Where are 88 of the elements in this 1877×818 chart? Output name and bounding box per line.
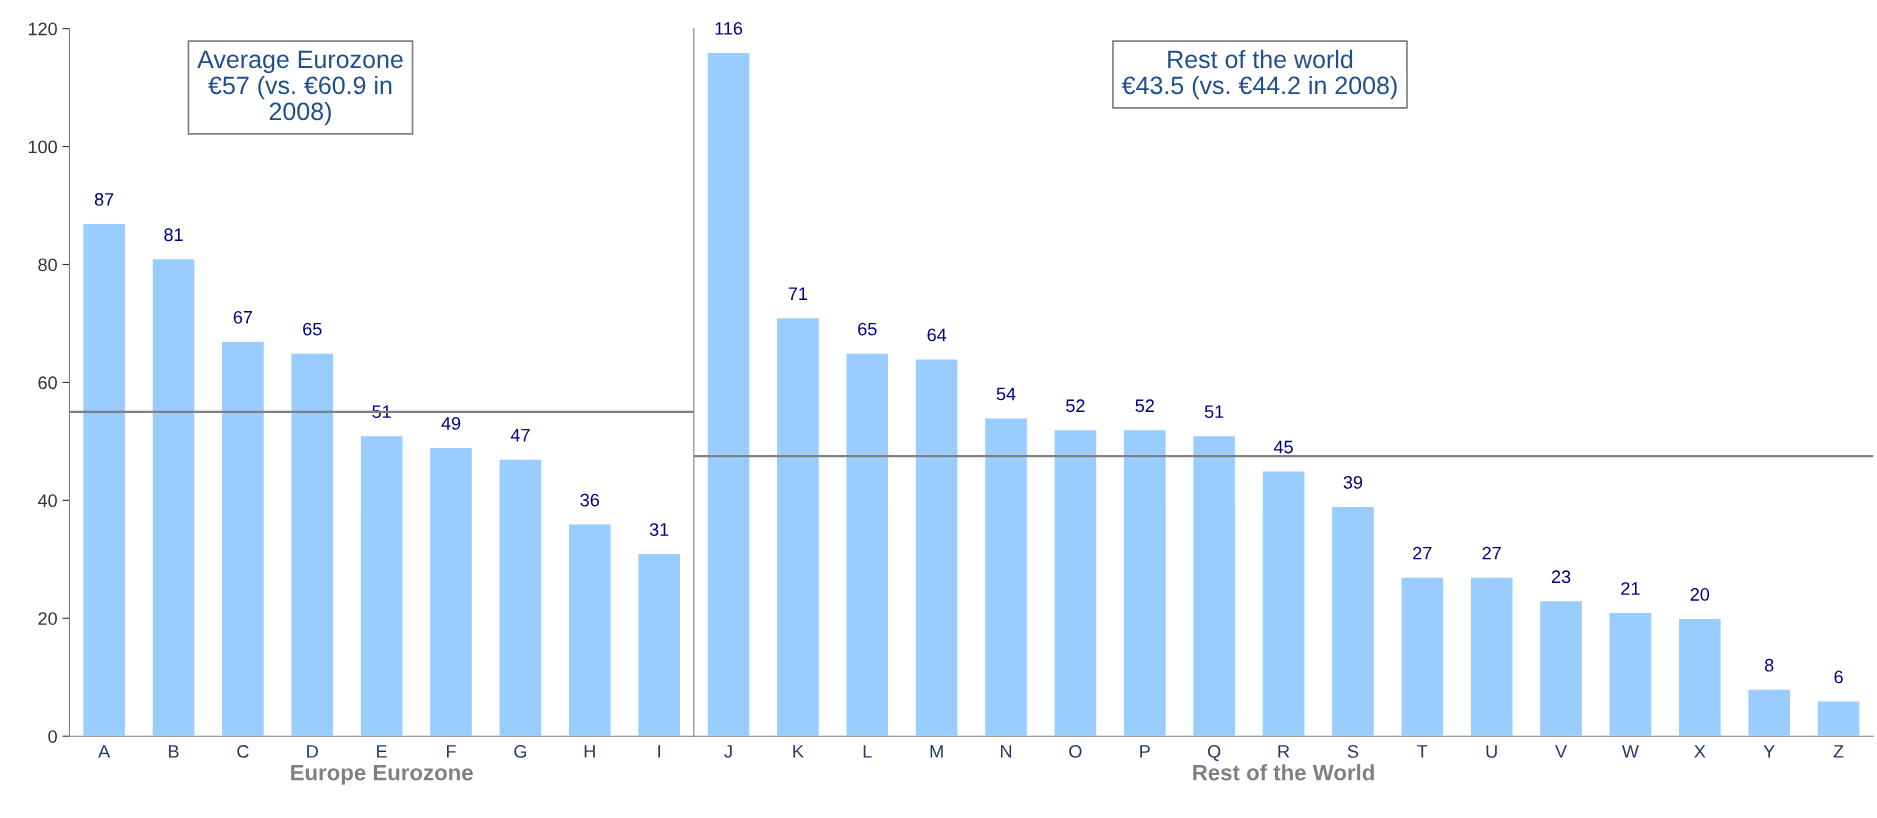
bar — [1191, 434, 1237, 737]
data-label: 27 — [1413, 546, 1432, 560]
y-tick-label: 20 — [38, 612, 57, 625]
data-label: 87 — [94, 192, 114, 206]
bar — [1400, 576, 1445, 737]
data-label: 65 — [858, 322, 877, 336]
x-tick-label: A — [98, 745, 111, 758]
data-label: 64 — [927, 328, 947, 342]
x-tick-label: R — [1278, 745, 1290, 758]
x-tick-label: D — [307, 745, 318, 758]
data-label: 52 — [1066, 399, 1085, 413]
bar — [1053, 428, 1098, 737]
data-label: 8 — [1764, 658, 1774, 672]
bar — [81, 222, 127, 737]
x-tick-label: V — [1555, 745, 1567, 758]
bar — [1469, 576, 1514, 737]
x-tick-label: Q — [1208, 745, 1221, 762]
data-label: 36 — [580, 493, 600, 507]
data-label: 20 — [1690, 588, 1710, 601]
x-axis-title: Europe Eurozone — [291, 764, 473, 785]
x-tick-label: L — [863, 745, 872, 758]
bar — [220, 340, 266, 737]
data-label: 116 — [715, 21, 743, 35]
annotation: Rest of the world €43.5 (vs. €44.2 in 2008) — [1121, 49, 1397, 100]
data-label: 31 — [649, 523, 669, 536]
bar — [1677, 617, 1723, 737]
x-axis-title: Rest of the World — [1193, 764, 1374, 781]
x-tick-label: H — [584, 745, 595, 758]
bar — [845, 352, 890, 737]
data-label: 52 — [1135, 399, 1154, 413]
x-tick-label: B — [168, 745, 179, 758]
bar — [775, 316, 821, 737]
x-tick-label: E — [377, 745, 387, 758]
bar — [1261, 470, 1306, 737]
bar — [706, 51, 751, 737]
data-label: 67 — [233, 310, 253, 324]
data-label: 65 — [303, 322, 322, 336]
x-tick-label: S — [1347, 745, 1359, 758]
data-label: 49 — [441, 417, 461, 430]
x-tick-label: N — [1001, 745, 1012, 758]
data-label: 6 — [1834, 670, 1843, 684]
x-tick-label: O — [1069, 745, 1082, 758]
x-tick-label: P — [1140, 745, 1150, 758]
x-tick-label: T — [1417, 745, 1428, 758]
bar — [1330, 505, 1376, 737]
x-tick-label: F — [446, 745, 456, 758]
bar — [498, 458, 543, 737]
x-tick-label: I — [658, 745, 660, 758]
x-tick-label: Z — [1833, 745, 1844, 758]
bar — [983, 417, 1029, 737]
bar — [151, 257, 196, 737]
x-tick-label: X — [1694, 745, 1706, 758]
bar — [914, 358, 959, 737]
x-tick-label: Y — [1763, 745, 1775, 758]
bar — [1608, 611, 1653, 737]
bar — [1538, 599, 1584, 737]
y-tick-label: 80 — [38, 258, 57, 272]
data-label: 45 — [1273, 440, 1293, 454]
data-label: 23 — [1551, 570, 1571, 584]
x-tick-label: M — [930, 745, 943, 758]
data-label: 81 — [164, 228, 183, 242]
y-tick-label: 0 — [48, 730, 57, 743]
y-tick-label: 60 — [38, 376, 57, 390]
y-tick-label: 100 — [28, 140, 57, 154]
x-tick-label: J — [724, 745, 732, 758]
bar — [636, 552, 682, 737]
bar — [1122, 428, 1167, 737]
data-label: 27 — [1482, 546, 1501, 560]
bar — [1816, 700, 1861, 737]
annotation: Average Eurozone €57 (vs. €60.9 in 2008) — [197, 50, 403, 126]
bar — [1746, 688, 1792, 737]
x-tick-label: W — [1621, 745, 1639, 758]
bar — [428, 446, 474, 737]
data-label: 71 — [788, 287, 808, 300]
x-tick-label: C — [237, 745, 249, 758]
y-tick-label: 40 — [37, 494, 57, 508]
x-tick-label: G — [514, 745, 527, 758]
bar — [359, 434, 404, 737]
y-tick-label: 120 — [28, 22, 57, 36]
x-tick-label: K — [793, 745, 804, 758]
bar — [567, 523, 612, 737]
data-label: 39 — [1343, 476, 1363, 489]
data-label: 51 — [1204, 405, 1224, 419]
bar — [290, 352, 335, 737]
data-label: 54 — [996, 387, 1016, 401]
data-label: 21 — [1621, 582, 1640, 595]
x-tick-label: U — [1486, 745, 1497, 758]
data-label: 47 — [510, 429, 530, 442]
